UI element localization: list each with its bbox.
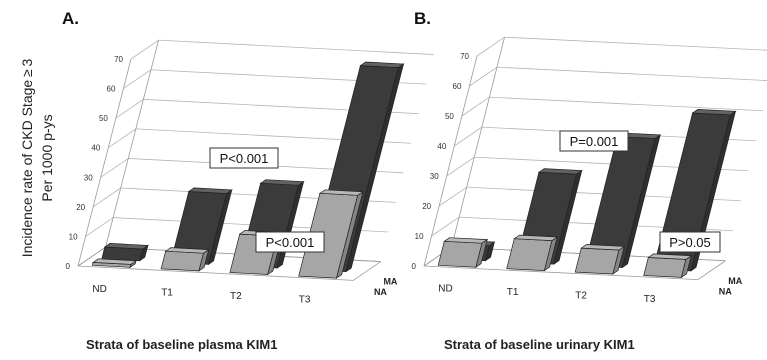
gridline-side [461,96,490,117]
y-tick-label: 40 [437,142,446,151]
wall-edge [423,55,478,267]
y-axis-label: Incidence rate of CKD Stage ≥ 3 [19,59,35,258]
x-axis-label: Strata of baseline plasma KIM1 [86,337,277,352]
x-tick-label: T3 [644,294,656,305]
bar-top [647,253,693,260]
floor-edge [77,246,106,267]
wall-edge [105,40,159,248]
gridline-side [469,66,498,87]
bar-front [643,257,687,278]
y-tick-label: 30 [430,172,439,181]
gridline-side [431,216,460,237]
wall-edge [451,37,505,248]
x-tick-label: T1 [161,287,173,298]
panel-label: B. [414,9,431,28]
x-tick-label: T2 [575,291,587,302]
bar-top [103,243,149,250]
gridline-side [92,187,121,208]
series-label: NA [374,287,387,297]
gridline-side [438,186,467,207]
annotation-text: P>0.05 [669,235,711,250]
gridline-side [454,126,483,147]
bar-top [164,247,210,254]
y-tick-label: 0 [66,262,71,271]
gridline-side [123,69,152,89]
floor-edge [423,265,699,280]
gridline-side [100,158,129,178]
gridline [504,36,767,51]
x-axis-label: Strata of baseline urinary KIM1 [444,337,635,352]
gridline-side [108,128,137,149]
panel-a: A. Strata of baseline plasma KIM1 0 10 20 30 4… [62,9,434,352]
series-label: NA [719,286,732,296]
x-tick-label: ND [438,284,452,295]
bar-top [359,61,405,68]
gridline-side [130,39,159,60]
panel-label: A. [62,9,79,28]
floor-edge [77,265,354,281]
annotation-box [659,231,721,253]
gridline [496,66,767,81]
annotation-box [559,130,629,152]
annotation-text: P<0.001 [220,151,269,166]
annotation-text: P=0.001 [570,134,619,149]
y-tick-label: 0 [412,262,417,271]
series-label: MA [383,277,397,287]
y-tick-label: 10 [69,232,78,241]
y-tick-label: 70 [114,55,123,64]
y-tick-label: 50 [99,114,108,123]
y-tick-label: 70 [460,52,469,61]
wall-edge [77,58,132,267]
gridline-side [85,217,114,237]
annotation-box [209,147,279,169]
y-tick-label: 50 [445,112,454,121]
bar-top [691,109,737,116]
bar-front [101,246,144,262]
bar-top [91,258,138,265]
bar-top [580,244,626,251]
gridline [158,39,434,55]
annotation-text: P<0.001 [266,235,315,250]
gridline-side [446,156,475,177]
gridline-side [476,36,505,57]
floor-edge [697,260,726,280]
panel-b: B. Strata of baseline urinary KIM1 0 10 20 30… [412,9,767,352]
gridline-side [115,98,144,119]
floor-edge [352,261,381,281]
y-axis-label-unit: Per 1000 p-ys [39,114,55,201]
y-tick-label: 10 [415,232,424,241]
bar-top [259,179,305,186]
y-tick-label: 20 [422,202,431,211]
bar-front [160,250,204,272]
bar-top [318,189,364,196]
x-tick-label: ND [92,284,106,295]
y-tick-label: 40 [91,144,100,153]
annotation-box [255,231,325,253]
y-tick-label: 30 [84,173,93,182]
gridline [489,96,764,112]
bar-top [513,234,559,241]
bar-front [437,240,483,268]
bar-front [574,247,620,275]
bar-top [537,168,583,175]
bar-top [187,187,233,194]
x-tick-label: T2 [230,291,242,302]
series-label: MA [728,276,742,286]
x-tick-label: T3 [299,295,311,306]
bar-top [443,237,489,244]
y-tick-label: 20 [76,203,85,212]
bar-front [506,238,553,271]
y-tick-label: 60 [107,85,116,94]
y-tick-label: 60 [453,82,462,91]
x-tick-label: T1 [507,287,519,298]
